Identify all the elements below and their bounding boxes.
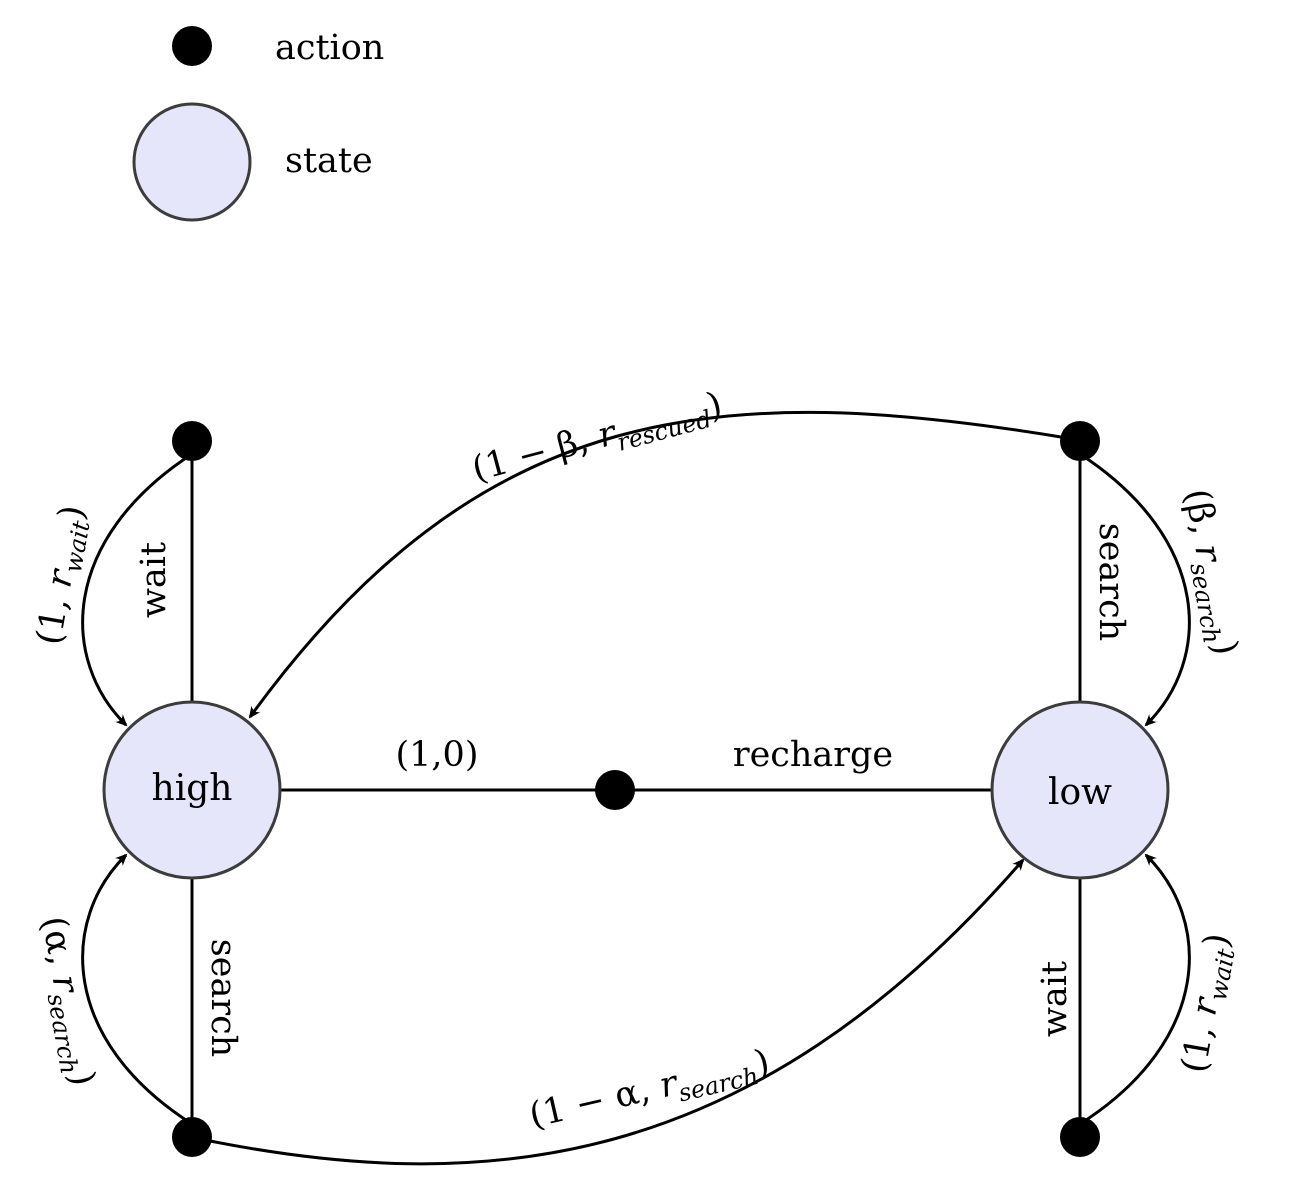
state-high-circle <box>102 700 282 880</box>
legend-state-circle <box>132 102 252 222</box>
action-high-wait-dot <box>172 421 212 461</box>
state-low-circle <box>990 700 1170 880</box>
state-low-label: low <box>1048 772 1112 813</box>
action-high-search-dot <box>172 1117 212 1157</box>
legend-state-label: state <box>285 141 373 181</box>
label-high-search-to-low: (1 − α, rsearch) <box>526 1042 775 1141</box>
arrow-low-search-to-high <box>248 410 1068 719</box>
arrow-high-wait-loop <box>81 452 193 727</box>
label-low-search: search <box>1091 523 1131 641</box>
action-low-search-dot <box>1060 421 1100 461</box>
state-low: low <box>990 700 1170 880</box>
state-high: high <box>102 700 282 880</box>
arrow-high-search-loop <box>81 853 193 1126</box>
legend-action-dot <box>172 26 212 66</box>
label-high-search: search <box>203 939 243 1057</box>
legend-action-label: action <box>275 28 384 68</box>
label-low-wait: wait <box>1035 961 1075 1037</box>
label-low-search-loop: (β, rsearch) <box>1172 486 1245 659</box>
arrow-low-wait-loop <box>1079 853 1191 1126</box>
label-low-wait-loop: (1, rwait) <box>1174 930 1243 1076</box>
label-high-wait: wait <box>134 542 174 618</box>
action-low-wait-dot <box>1060 1117 1100 1157</box>
action-recharge-dot <box>595 770 635 810</box>
arrow-high-search-to-low <box>204 858 1025 1166</box>
label-recharge: recharge <box>733 735 893 775</box>
label-low-search-to-high: (1 − β, rrescued) <box>468 385 728 495</box>
state-high-label: high <box>152 768 233 809</box>
arrow-low-search-loop <box>1079 452 1191 727</box>
label-recharge-to-high: (1,0) <box>396 735 479 775</box>
legend: action state <box>132 26 384 222</box>
label-high-search-loop: (α, rsearch) <box>28 913 102 1089</box>
label-high-wait-loop: (1, rwait) <box>29 502 98 648</box>
